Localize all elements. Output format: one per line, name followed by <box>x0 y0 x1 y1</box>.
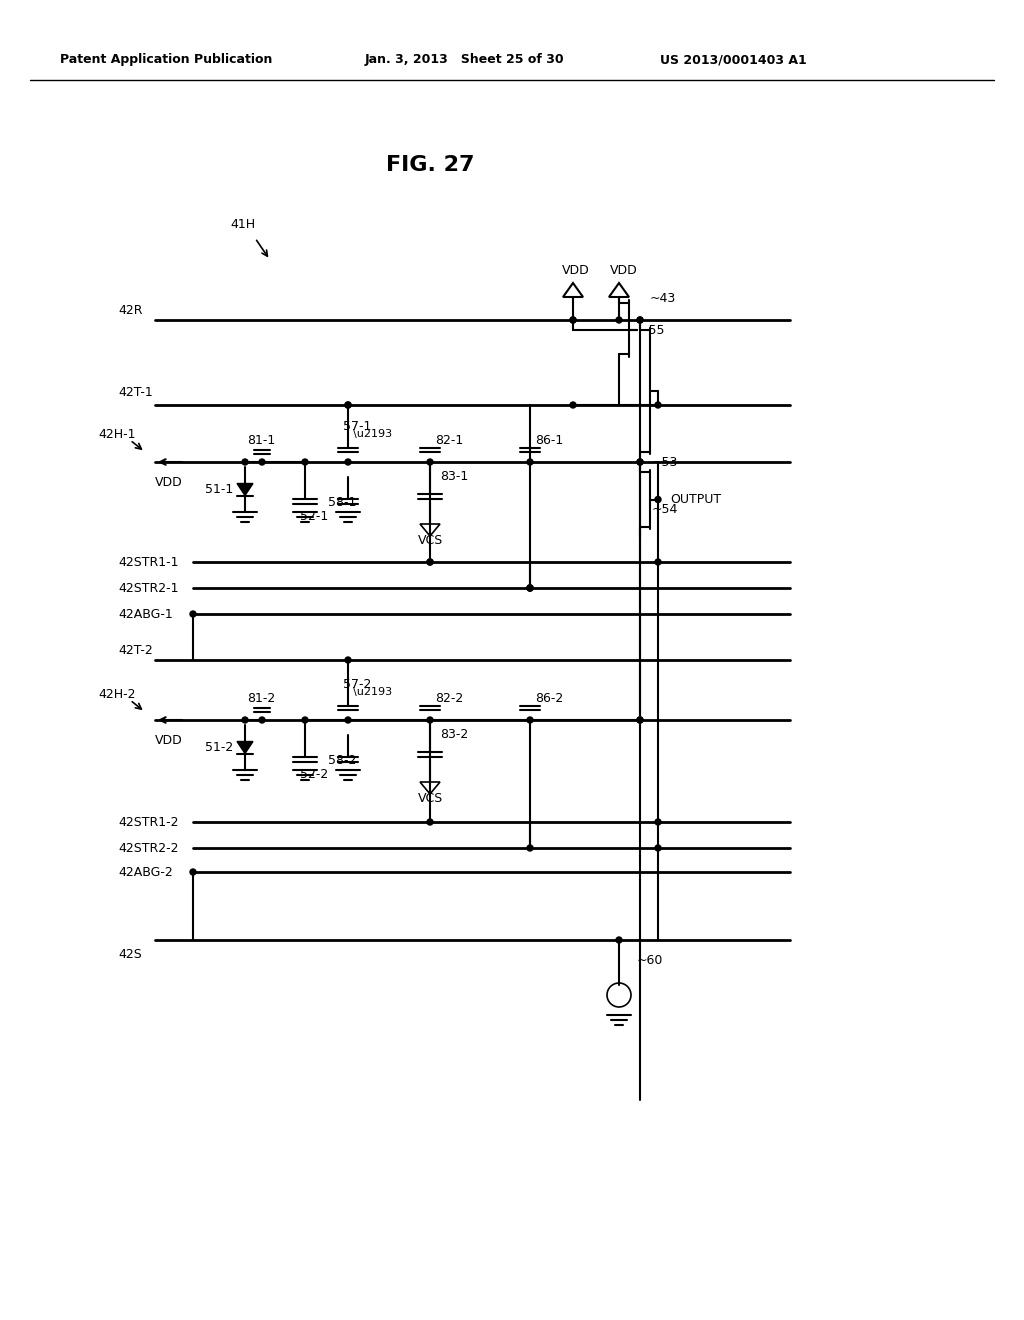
Circle shape <box>637 459 643 465</box>
Circle shape <box>527 585 534 591</box>
Text: 42H-2: 42H-2 <box>98 689 135 701</box>
Polygon shape <box>237 483 253 495</box>
Circle shape <box>345 403 351 408</box>
Circle shape <box>570 317 575 323</box>
Text: 81-1: 81-1 <box>247 433 275 446</box>
Text: 42R: 42R <box>118 304 142 317</box>
Circle shape <box>637 717 643 723</box>
Text: US 2013/0001403 A1: US 2013/0001403 A1 <box>660 54 807 66</box>
Circle shape <box>527 845 534 851</box>
Text: 86-2: 86-2 <box>535 692 563 705</box>
Text: OUTPUT: OUTPUT <box>670 492 721 506</box>
Circle shape <box>570 403 575 408</box>
Text: 57-1: 57-1 <box>343 421 372 433</box>
Circle shape <box>637 317 643 323</box>
Circle shape <box>259 717 265 723</box>
Text: 42T-2: 42T-2 <box>118 644 153 656</box>
Text: 52-2: 52-2 <box>300 768 329 781</box>
Text: \u2193: \u2193 <box>353 686 392 697</box>
Circle shape <box>616 317 622 323</box>
Text: 52-1: 52-1 <box>300 511 329 524</box>
Circle shape <box>527 585 534 591</box>
Circle shape <box>345 657 351 663</box>
Text: \u2193: \u2193 <box>353 429 392 440</box>
Circle shape <box>242 717 248 723</box>
Text: VDD: VDD <box>610 264 638 276</box>
Text: Jan. 3, 2013   Sheet 25 of 30: Jan. 3, 2013 Sheet 25 of 30 <box>365 54 564 66</box>
Polygon shape <box>237 742 253 754</box>
Circle shape <box>427 459 433 465</box>
Text: 58-1: 58-1 <box>328 495 356 508</box>
Text: 82-2: 82-2 <box>435 692 463 705</box>
Circle shape <box>345 403 351 408</box>
Text: 42STR2-1: 42STR2-1 <box>118 582 178 594</box>
Text: VCS: VCS <box>418 792 443 804</box>
Circle shape <box>655 558 662 565</box>
Text: ~53: ~53 <box>652 455 678 469</box>
Text: 58-2: 58-2 <box>328 754 356 767</box>
Circle shape <box>302 459 308 465</box>
Circle shape <box>616 937 622 942</box>
Text: 82-1: 82-1 <box>435 433 463 446</box>
Circle shape <box>190 869 196 875</box>
Text: 83-2: 83-2 <box>440 729 468 742</box>
Circle shape <box>637 717 643 723</box>
Text: 42STR1-2: 42STR1-2 <box>118 816 178 829</box>
Circle shape <box>655 845 662 851</box>
Text: VDD: VDD <box>155 475 182 488</box>
Text: 42STR2-2: 42STR2-2 <box>118 842 178 854</box>
Circle shape <box>427 818 433 825</box>
Circle shape <box>242 459 248 465</box>
Circle shape <box>190 611 196 616</box>
Circle shape <box>655 818 662 825</box>
Circle shape <box>345 717 351 723</box>
Text: 57-2: 57-2 <box>343 678 372 692</box>
Circle shape <box>427 717 433 723</box>
Text: 86-1: 86-1 <box>535 433 563 446</box>
Circle shape <box>527 585 534 591</box>
Text: 42T-1: 42T-1 <box>118 387 153 400</box>
Text: ~43: ~43 <box>650 292 676 305</box>
Text: 42ABG-1: 42ABG-1 <box>118 607 173 620</box>
Text: 83-1: 83-1 <box>440 470 468 483</box>
Text: 42H-1: 42H-1 <box>98 429 135 441</box>
Text: VDD: VDD <box>562 264 590 276</box>
Circle shape <box>655 403 662 408</box>
Text: VDD: VDD <box>155 734 182 747</box>
Circle shape <box>527 717 534 723</box>
Text: 42ABG-2: 42ABG-2 <box>118 866 173 879</box>
Text: ~54: ~54 <box>652 503 678 516</box>
Text: 51-1: 51-1 <box>205 483 233 496</box>
Circle shape <box>637 459 643 465</box>
Circle shape <box>427 558 433 565</box>
Circle shape <box>655 496 662 503</box>
Text: 42STR1-1: 42STR1-1 <box>118 556 178 569</box>
Text: 81-2: 81-2 <box>247 692 275 705</box>
Circle shape <box>570 317 575 323</box>
Circle shape <box>637 317 643 323</box>
Circle shape <box>427 558 433 565</box>
Text: 42S: 42S <box>118 949 141 961</box>
Circle shape <box>345 459 351 465</box>
Text: ~55: ~55 <box>639 323 666 337</box>
Text: VCS: VCS <box>418 533 443 546</box>
Text: FIG. 27: FIG. 27 <box>386 154 474 176</box>
Text: 41H: 41H <box>230 219 255 231</box>
Circle shape <box>527 459 534 465</box>
Circle shape <box>259 459 265 465</box>
Text: 51-2: 51-2 <box>205 741 233 754</box>
Text: Patent Application Publication: Patent Application Publication <box>60 54 272 66</box>
Circle shape <box>302 717 308 723</box>
Text: ~60: ~60 <box>637 953 664 966</box>
